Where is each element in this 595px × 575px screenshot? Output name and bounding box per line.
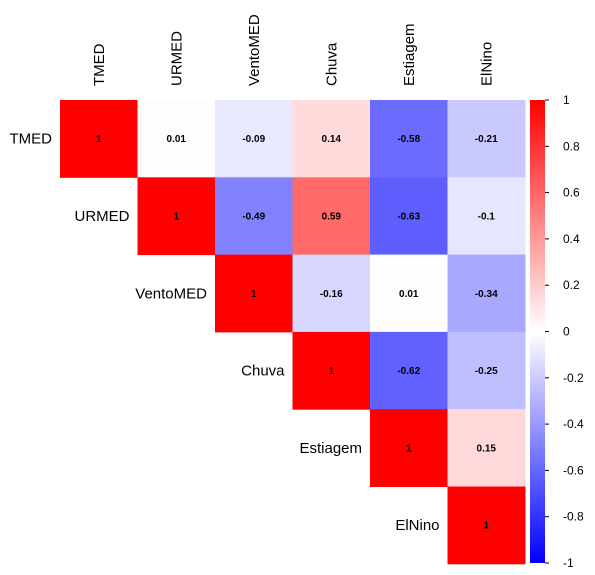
heatmap-cell-estiagem-estiagem bbox=[370, 409, 448, 487]
color-legend-tick-label: -0.6 bbox=[563, 463, 584, 477]
cell-value-chuva-elnino: -0.25 bbox=[475, 366, 498, 377]
heatmap-cell-urmed-chuva bbox=[292, 177, 371, 256]
cell-value-urmed-urmed: 1 bbox=[173, 211, 179, 222]
heatmap-cell-chuva-estiagem bbox=[370, 331, 448, 410]
heatmap-cell-chuva-elnino bbox=[447, 331, 526, 410]
cell-value-ventomed-ventomed: 1 bbox=[251, 289, 257, 300]
column-label-elnino: ElNino bbox=[478, 42, 495, 86]
cell-value-urmed-chuva: 0.59 bbox=[322, 211, 342, 222]
heatmap-cell-urmed-estiagem bbox=[370, 177, 448, 256]
column-label-estiagem: Estiagem bbox=[401, 23, 418, 86]
row-label-estiagem: Estiagem bbox=[299, 440, 362, 457]
heatmap-cell-elnino-elnino bbox=[447, 486, 526, 565]
cell-value-ventomed-elnino: -0.34 bbox=[475, 289, 498, 300]
color-legend-tick-label: -0.8 bbox=[563, 510, 584, 524]
column-label-ventomed: VentoMED bbox=[246, 14, 263, 86]
row-label-chuva: Chuva bbox=[241, 363, 285, 380]
heatmap-cell-ventomed-ventomed bbox=[215, 254, 293, 333]
cell-value-estiagem-estiagem: 1 bbox=[406, 443, 412, 454]
cell-value-tmed-tmed: 1 bbox=[96, 134, 102, 145]
row-label-tmed: TMED bbox=[10, 131, 53, 148]
heatmap-cell-ventomed-estiagem bbox=[370, 254, 448, 333]
heatmap-cell-ventomed-elnino bbox=[447, 254, 526, 333]
cell-value-urmed-elnino: -0.1 bbox=[478, 211, 496, 222]
color-legend-tick-label: 0.2 bbox=[563, 278, 580, 292]
color-legend-ticks: 1 0.8 0.6 0.4 0.2 0 -0.2 -0.4 -0.6 -0.8 -1 bbox=[545, 93, 584, 570]
cell-value-tmed-urmed: 0.01 bbox=[167, 134, 187, 145]
cell-value-labels: 1 0.01 -0.09 0.14 -0.58 -0.21 1 -0.49 0.59 -0.63 -… bbox=[96, 134, 498, 532]
color-legend-bar bbox=[530, 100, 545, 563]
cell-value-tmed-ventomed: -0.09 bbox=[242, 134, 265, 145]
color-legend-tick-label: 0 bbox=[563, 325, 570, 339]
heatmap-cell-estiagem-elnino bbox=[447, 409, 526, 487]
heatmap-cells bbox=[60, 100, 526, 565]
cell-value-chuva-chuva: 1 bbox=[328, 366, 334, 377]
heatmap-cell-urmed-ventomed bbox=[215, 177, 293, 256]
row-labels: TMED URMED VentoMED Chuva Estiagem ElNino bbox=[10, 131, 440, 535]
heatmap-cell-tmed-urmed bbox=[137, 100, 216, 178]
cell-value-tmed-elnino: -0.21 bbox=[475, 134, 498, 145]
row-label-ventomed: VentoMED bbox=[135, 285, 207, 302]
color-legend-tick-label: 1 bbox=[563, 93, 570, 107]
heatmap-cell-tmed-ventomed bbox=[215, 100, 293, 178]
cell-value-elnino-elnino: 1 bbox=[483, 521, 489, 532]
column-label-urmed: URMED bbox=[168, 31, 185, 86]
color-legend-tick-label: 0.6 bbox=[563, 186, 580, 200]
cell-value-chuva-estiagem: -0.62 bbox=[397, 366, 420, 377]
heatmap-cell-urmed-elnino bbox=[447, 177, 526, 256]
color-legend-tick-label: 0.4 bbox=[563, 232, 580, 246]
cell-value-ventomed-estiagem: 0.01 bbox=[399, 289, 419, 300]
color-legend-tick-label: -0.4 bbox=[563, 417, 584, 431]
cell-value-urmed-estiagem: -0.63 bbox=[397, 211, 420, 222]
heatmap-cell-ventomed-chuva bbox=[292, 254, 371, 333]
color-legend-tick-label: -1 bbox=[563, 556, 574, 570]
cell-value-estiagem-elnino: 0.15 bbox=[477, 443, 497, 454]
heatmap-cell-tmed-elnino bbox=[447, 100, 526, 178]
heatmap-cell-urmed-urmed bbox=[137, 177, 216, 256]
color-legend-tick-label: 0.8 bbox=[563, 139, 580, 153]
cell-value-tmed-estiagem: -0.58 bbox=[397, 134, 420, 145]
column-label-tmed: TMED bbox=[91, 43, 108, 86]
row-label-urmed: URMED bbox=[75, 208, 130, 225]
color-legend-tick-label: -0.2 bbox=[563, 371, 584, 385]
column-label-chuva: Chuva bbox=[323, 42, 340, 86]
cell-value-ventomed-chuva: -0.16 bbox=[320, 289, 343, 300]
cell-value-tmed-chuva: 0.14 bbox=[322, 134, 342, 145]
cell-value-urmed-ventomed: -0.49 bbox=[242, 211, 265, 222]
heatmap-cell-tmed-chuva bbox=[292, 100, 371, 178]
heatmap-cell-chuva-chuva bbox=[292, 331, 371, 410]
column-labels: TMED URMED VentoMED Chuva Estiagem ElNino bbox=[91, 14, 496, 86]
heatmap-cell-tmed-tmed bbox=[60, 100, 138, 178]
row-label-elnino: ElNino bbox=[395, 517, 439, 534]
color-legend: 1 0.8 0.6 0.4 0.2 0 -0.2 -0.4 -0.6 -0.8 -1 bbox=[530, 93, 584, 570]
heatmap-cell-tmed-estiagem bbox=[370, 100, 448, 178]
